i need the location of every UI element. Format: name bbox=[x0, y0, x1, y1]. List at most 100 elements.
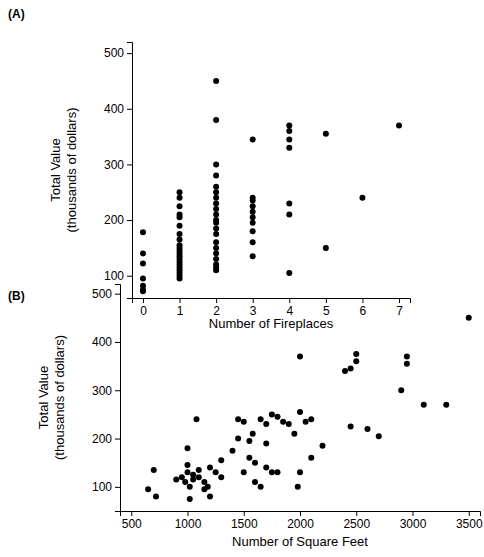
point bbox=[218, 457, 224, 463]
y-tick: 200 bbox=[104, 213, 132, 227]
point bbox=[177, 231, 183, 237]
point bbox=[252, 460, 258, 466]
points bbox=[145, 315, 472, 502]
point bbox=[250, 239, 256, 245]
point bbox=[235, 416, 241, 422]
point bbox=[140, 288, 146, 294]
point bbox=[177, 214, 183, 220]
y-axis: 100200300400500 bbox=[104, 43, 133, 299]
point bbox=[286, 212, 292, 218]
point bbox=[207, 494, 213, 500]
y-axis-line bbox=[127, 43, 133, 299]
point bbox=[250, 203, 256, 209]
point bbox=[185, 469, 191, 475]
point bbox=[213, 469, 219, 475]
point bbox=[213, 189, 219, 195]
point bbox=[177, 195, 183, 201]
point bbox=[286, 145, 292, 151]
point bbox=[213, 267, 219, 273]
chart: (B)5001000150020002500300035001002003004… bbox=[8, 285, 483, 550]
point bbox=[241, 469, 247, 475]
y-axis-title: Total Value bbox=[48, 138, 63, 201]
point bbox=[179, 474, 185, 480]
point bbox=[177, 189, 183, 195]
point bbox=[295, 484, 301, 490]
point bbox=[275, 469, 281, 475]
x-tick: 500 bbox=[122, 511, 142, 531]
point bbox=[182, 479, 188, 485]
y-tick-label: 300 bbox=[92, 384, 112, 398]
point bbox=[396, 122, 402, 128]
point bbox=[280, 419, 286, 425]
x-tick-label: 1 bbox=[177, 304, 184, 318]
y-tick-mark bbox=[127, 109, 132, 110]
figure: (A)01234567100200300400500Number of Fire… bbox=[0, 0, 484, 557]
x-tick-label: 3000 bbox=[400, 517, 427, 531]
x-tick-mark bbox=[131, 511, 132, 516]
point bbox=[275, 414, 281, 420]
y-tick-mark bbox=[115, 439, 120, 440]
point bbox=[213, 250, 219, 256]
y-tick-mark bbox=[115, 342, 120, 343]
point bbox=[308, 455, 314, 461]
point bbox=[177, 203, 183, 209]
point bbox=[308, 416, 314, 422]
panel-label: (B) bbox=[8, 289, 25, 303]
point bbox=[252, 479, 258, 485]
point bbox=[177, 237, 183, 243]
point bbox=[187, 484, 193, 490]
y-tick-mark bbox=[115, 390, 120, 391]
point bbox=[421, 402, 427, 408]
point bbox=[235, 436, 241, 442]
x-tick-mark bbox=[356, 511, 357, 516]
point bbox=[185, 462, 191, 468]
x-tick-label: 2000 bbox=[287, 517, 314, 531]
x-tick: 6 bbox=[360, 298, 367, 318]
panel-label: (A) bbox=[8, 7, 25, 21]
point bbox=[213, 256, 219, 262]
point bbox=[348, 366, 354, 372]
x-tick-mark bbox=[469, 511, 470, 516]
x-tick: 3 bbox=[250, 298, 257, 318]
point bbox=[246, 438, 252, 444]
y-tick-mark bbox=[115, 487, 120, 488]
point bbox=[194, 416, 200, 422]
y-tick-mark bbox=[127, 53, 132, 54]
x-tick: 2500 bbox=[343, 511, 370, 531]
point bbox=[213, 231, 219, 237]
point bbox=[286, 421, 292, 427]
y-tick: 400 bbox=[92, 335, 120, 349]
point bbox=[140, 250, 146, 256]
y-tick-label: 100 bbox=[92, 480, 112, 494]
point bbox=[196, 474, 202, 480]
y-axis-line bbox=[115, 285, 121, 512]
y-tick: 300 bbox=[104, 158, 132, 172]
x-tick-mark bbox=[399, 298, 400, 303]
x-tick-mark bbox=[180, 298, 181, 303]
point bbox=[466, 315, 472, 321]
x-tick: 1 bbox=[177, 298, 184, 318]
point bbox=[196, 467, 202, 473]
y-tick-label: 200 bbox=[92, 432, 112, 446]
y-tick-mark bbox=[115, 294, 120, 295]
x-tick-label: 7 bbox=[396, 304, 403, 318]
y-tick: 500 bbox=[92, 287, 120, 301]
y-tick: 200 bbox=[92, 432, 120, 446]
point bbox=[140, 229, 146, 235]
x-tick-mark bbox=[326, 298, 327, 303]
point bbox=[297, 469, 303, 475]
y-axis-title: (thousands of dollars) bbox=[52, 335, 67, 460]
x-tick-label: 0 bbox=[140, 304, 147, 318]
point bbox=[213, 161, 219, 167]
y-tick: 100 bbox=[104, 269, 132, 283]
point bbox=[213, 245, 219, 251]
point bbox=[250, 220, 256, 226]
y-tick-mark bbox=[127, 276, 132, 277]
point bbox=[320, 443, 326, 449]
y-tick-mark bbox=[127, 220, 132, 221]
point bbox=[213, 195, 219, 201]
x-tick-mark bbox=[362, 298, 363, 303]
x-axis: 500100015002000250030003500 bbox=[121, 511, 483, 531]
x-tick-mark bbox=[413, 511, 414, 516]
point bbox=[250, 198, 256, 204]
